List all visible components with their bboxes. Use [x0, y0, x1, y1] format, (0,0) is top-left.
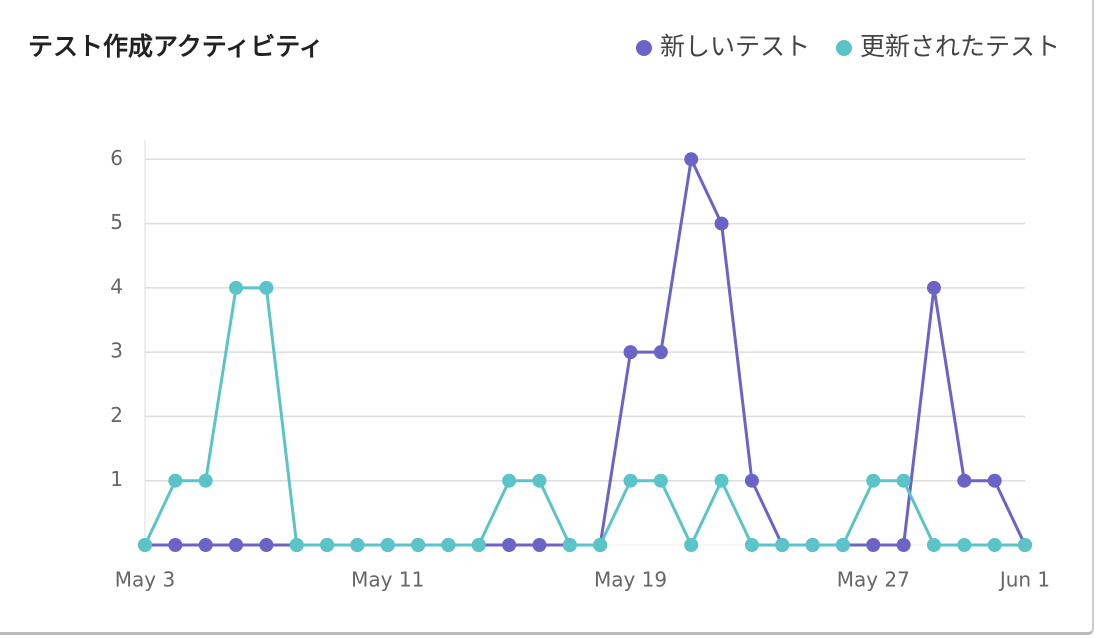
data-point [441, 538, 456, 552]
data-point [744, 473, 759, 488]
data-point [168, 473, 183, 488]
legend-swatch [635, 40, 652, 56]
data-point [198, 538, 213, 552]
data-point [259, 538, 274, 552]
data-point [835, 538, 850, 552]
data-point [1018, 538, 1032, 552]
data-point [229, 538, 244, 552]
data-point [532, 473, 547, 488]
data-point [714, 216, 729, 231]
data-point [653, 473, 668, 488]
data-point [502, 473, 517, 488]
data-point [350, 538, 365, 552]
data-point [380, 538, 395, 552]
x-tick-label: May 19 [594, 568, 667, 592]
data-point [623, 345, 638, 360]
data-point [229, 280, 244, 295]
y-tick-label: 4 [110, 274, 123, 298]
data-point [653, 345, 668, 360]
x-tick-label: May 3 [115, 568, 175, 592]
data-point [411, 538, 426, 552]
data-point [471, 538, 486, 552]
data-point [926, 538, 941, 552]
data-point [926, 280, 941, 295]
x-tick-label: Jun 1 [998, 568, 1050, 592]
data-point [168, 538, 183, 552]
data-point [532, 538, 547, 552]
data-point [623, 473, 638, 488]
data-point [957, 538, 972, 552]
y-tick-label: 5 [110, 210, 123, 234]
x-tick-label: May 11 [351, 568, 424, 592]
data-point [684, 538, 699, 552]
data-point [562, 538, 577, 552]
x-tick-label: May 27 [837, 568, 910, 592]
data-point [744, 538, 759, 552]
data-point [805, 538, 820, 552]
data-point [866, 473, 881, 488]
data-point [775, 538, 790, 552]
data-point [289, 538, 304, 552]
data-point [593, 538, 608, 552]
data-point [957, 473, 972, 488]
data-point [714, 473, 729, 488]
data-point [987, 473, 1002, 488]
chart-title: テスト作成アクティビティ [28, 32, 324, 61]
data-point [138, 538, 152, 552]
y-tick-label: 6 [110, 146, 123, 170]
data-point [896, 538, 911, 552]
legend-label: 更新されたテスト [860, 32, 1060, 61]
data-point [684, 152, 699, 167]
data-point [896, 473, 911, 488]
data-point [502, 538, 517, 552]
data-point [198, 473, 213, 488]
y-tick-label: 1 [110, 467, 123, 491]
data-point [320, 538, 335, 552]
data-point [866, 538, 881, 552]
data-point [987, 538, 1002, 552]
y-tick-label: 2 [110, 403, 123, 427]
legend-label: 新しいテスト [660, 32, 810, 61]
legend-swatch [835, 40, 852, 56]
y-tick-label: 3 [110, 339, 123, 363]
data-point [259, 280, 274, 295]
